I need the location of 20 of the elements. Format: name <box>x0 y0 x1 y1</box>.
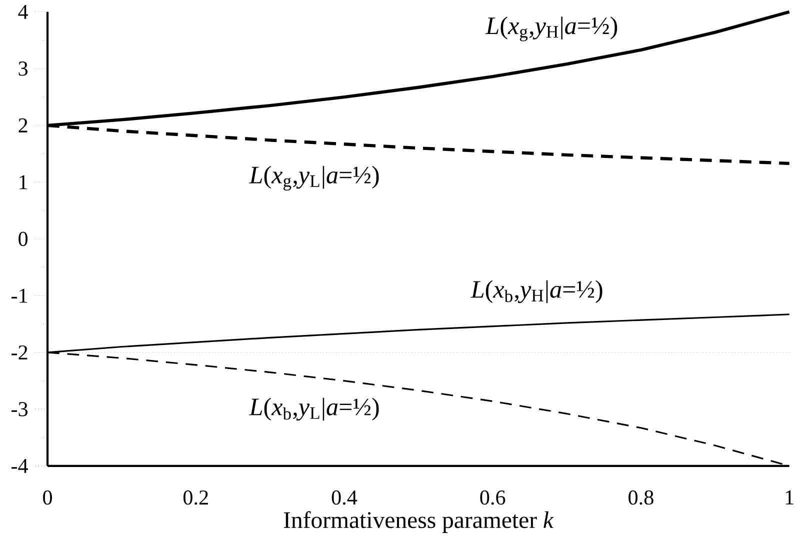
x-tick-label: 0.8 <box>628 490 654 505</box>
y-tick-label: 4 <box>18 4 28 19</box>
text: L(x$_{g}$,y$_{L}$|a=½) <box>249 166 379 190</box>
y-tick-label: 3 <box>18 61 28 76</box>
y-tick-label: -3 <box>12 402 28 416</box>
y-tick-label: -4 <box>12 458 28 473</box>
x-tick-label: 1 <box>786 490 794 504</box>
y-tick-label: 2 <box>18 118 28 132</box>
y-tick-label: -1 <box>12 288 28 302</box>
x-tick-label: 0 <box>43 490 52 504</box>
y-tick-label: -2 <box>12 345 28 360</box>
text: L(x$_{b}$,y$_{H}$|a=½) <box>470 280 602 303</box>
text: L(x$_{b}$,y$_{L}$|a=½) <box>249 398 379 420</box>
x-tick-label: 0.4 <box>332 490 358 505</box>
x-axis-title: Informativeness parameter k <box>284 511 554 533</box>
x-tick-label: 0.6 <box>480 490 506 505</box>
x-tick-label: 0.2 <box>183 490 208 505</box>
text: L(x$_{g}$,y$_{H}$|a=½) <box>485 16 618 42</box>
y-tick-label: 0 <box>18 232 28 246</box>
y-tick-label: 1 <box>20 175 28 189</box>
